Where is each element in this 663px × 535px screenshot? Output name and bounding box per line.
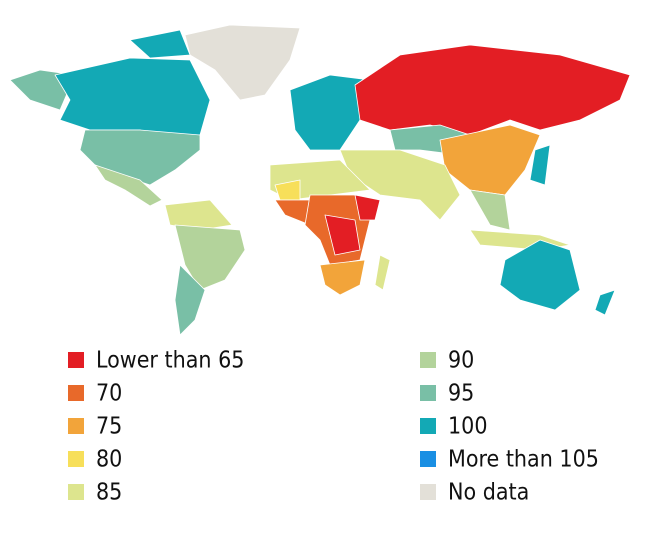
legend-swatch: [68, 451, 84, 467]
europe: [289, 74, 371, 151]
legend-swatch: [420, 352, 436, 368]
legend: Lower than 65 70 75 80 85 90 95 100 More than 10…: [68, 348, 599, 506]
legend-swatch: [68, 352, 84, 368]
legend-label: 95: [448, 381, 474, 407]
japan: [529, 144, 551, 186]
legend-swatch: [68, 418, 84, 434]
russia: [354, 44, 631, 136]
brazil: [174, 224, 246, 291]
legend-label: 85: [96, 480, 122, 506]
usa: [79, 129, 201, 186]
west-africa: [274, 199, 311, 226]
north-south-america: [164, 199, 233, 231]
legend-label: No data: [448, 480, 529, 506]
legend-swatch: [68, 484, 84, 500]
southeast-asia: [469, 189, 511, 231]
legend-swatch: [68, 385, 84, 401]
legend-label: Lower than 65: [96, 348, 244, 374]
greenland: [184, 24, 301, 101]
legend-label: 70: [96, 381, 122, 407]
southern-africa: [319, 259, 366, 296]
legend-label: More than 105: [448, 447, 599, 473]
southern-cone: [174, 264, 206, 336]
legend-swatch: [420, 451, 436, 467]
legend-label: 75: [96, 414, 122, 440]
legend-swatch: [420, 418, 436, 434]
congo-region: [324, 214, 361, 256]
legend-label: 90: [448, 348, 474, 374]
central-america: [94, 164, 163, 207]
legend-swatch: [420, 385, 436, 401]
australia: [499, 239, 581, 311]
canada: [54, 57, 211, 141]
madagascar: [374, 254, 391, 291]
legend-label: 80: [96, 447, 122, 473]
legend-swatch: [420, 484, 436, 500]
canada-islands: [129, 29, 191, 59]
map-regions: [9, 24, 631, 336]
new-zealand: [594, 289, 616, 316]
ethiopia: [354, 194, 381, 221]
legend-label: 100: [448, 414, 488, 440]
